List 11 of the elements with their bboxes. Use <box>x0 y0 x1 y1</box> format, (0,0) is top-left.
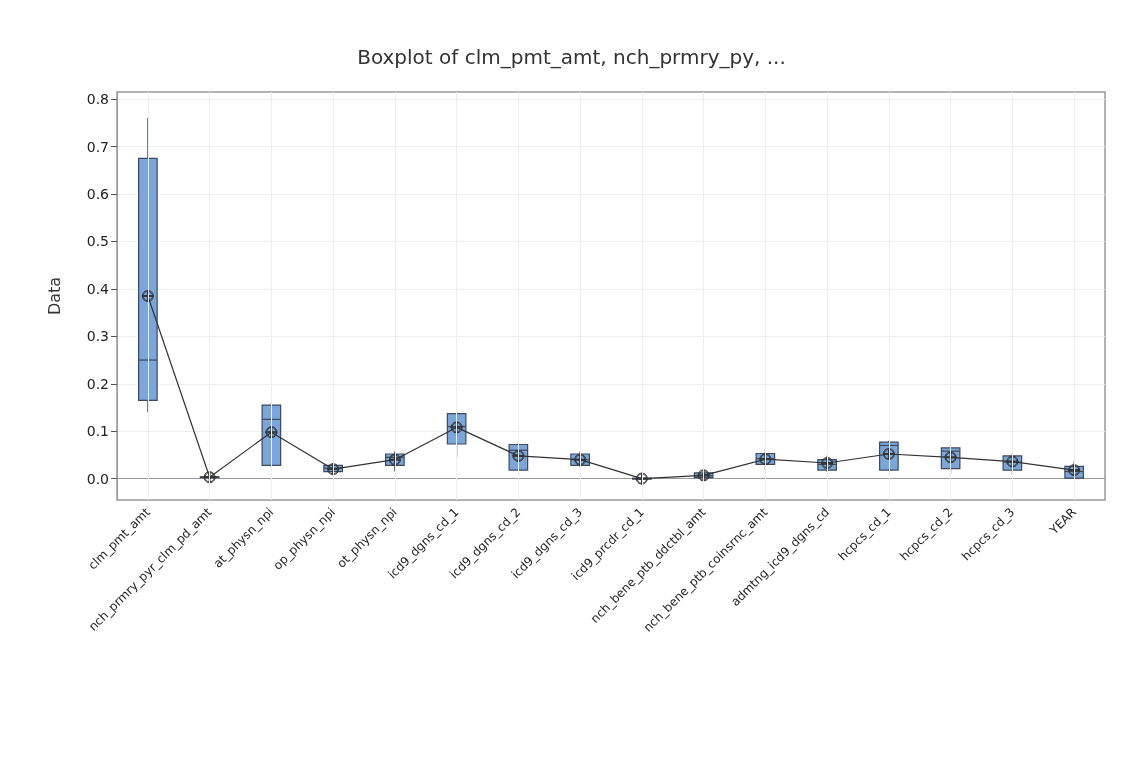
y-tick-label: 0.1 <box>86 423 109 440</box>
y-axis-title: Data <box>44 276 64 316</box>
y-tick-label: 0.7 <box>86 138 109 155</box>
y-tick-label: 0.2 <box>86 375 109 392</box>
y-tick-label: 0.5 <box>86 233 109 250</box>
y-tick-label: 0.4 <box>86 280 110 297</box>
y-tick-label: 0.0 <box>86 470 109 487</box>
y-tick-label: 0.8 <box>86 91 109 108</box>
y-tick-label: 0.6 <box>86 186 110 202</box>
y-tick-label: 0.3 <box>86 328 109 345</box>
chart-title: Boxplot of clm_pmt_amt, nch_prmry_py, ... <box>357 45 786 69</box>
